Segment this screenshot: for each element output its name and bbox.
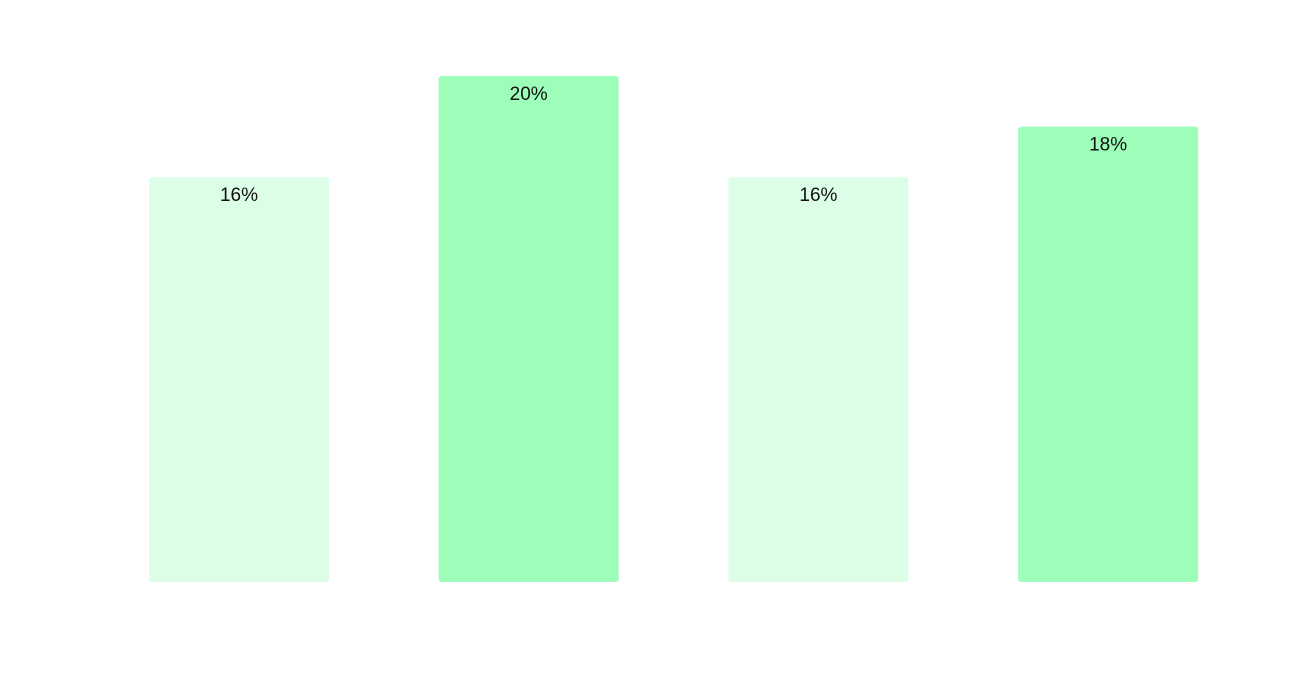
data-labels-group: 16% 20% 16% 18% xyxy=(220,84,1127,206)
bar-2 xyxy=(438,76,619,582)
data-label-2: 20% xyxy=(510,84,548,105)
bar-3 xyxy=(728,177,909,582)
bar-1 xyxy=(149,177,329,582)
data-label-3: 16% xyxy=(799,185,837,206)
bars-group xyxy=(149,76,1199,582)
data-label-1: 16% xyxy=(220,185,258,206)
data-label-4: 18% xyxy=(1089,135,1127,156)
bar-4 xyxy=(1018,126,1199,582)
